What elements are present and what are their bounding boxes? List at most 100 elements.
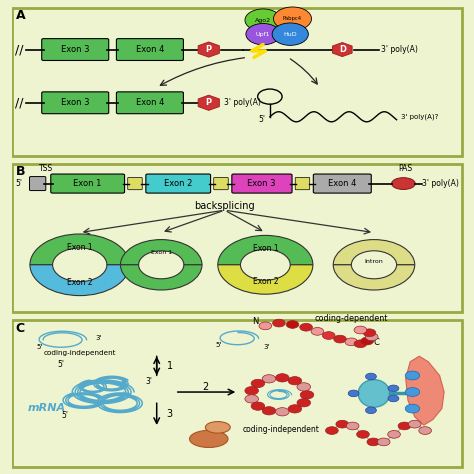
Circle shape	[398, 422, 411, 430]
Circle shape	[354, 326, 367, 334]
Text: 3: 3	[167, 409, 173, 419]
FancyBboxPatch shape	[42, 39, 109, 61]
Text: coding-independent: coding-independent	[243, 425, 319, 434]
Text: 3': 3'	[146, 377, 152, 386]
Text: backsplicing: backsplicing	[194, 201, 255, 211]
Polygon shape	[406, 356, 444, 425]
FancyBboxPatch shape	[51, 174, 125, 193]
FancyBboxPatch shape	[29, 176, 46, 191]
Text: P: P	[206, 98, 212, 107]
Circle shape	[275, 374, 289, 382]
Text: 5': 5'	[216, 342, 222, 347]
Circle shape	[297, 383, 310, 391]
Circle shape	[251, 402, 264, 410]
Text: Pabpc4: Pabpc4	[283, 16, 302, 21]
Wedge shape	[30, 234, 129, 265]
Text: PAS: PAS	[399, 164, 413, 173]
Text: 5': 5'	[16, 179, 22, 188]
Text: 2: 2	[202, 382, 208, 392]
Circle shape	[286, 320, 299, 328]
Circle shape	[245, 395, 258, 403]
Text: 3': 3'	[263, 344, 269, 350]
Circle shape	[334, 335, 346, 343]
Text: A: A	[16, 9, 25, 22]
Text: 5': 5'	[37, 344, 43, 350]
Ellipse shape	[392, 178, 415, 190]
Text: P: P	[206, 45, 212, 54]
Circle shape	[405, 371, 419, 380]
FancyBboxPatch shape	[128, 177, 142, 190]
Circle shape	[300, 391, 314, 399]
Text: Exon 4: Exon 4	[136, 45, 164, 54]
FancyBboxPatch shape	[117, 92, 183, 114]
Circle shape	[297, 399, 310, 407]
Text: C: C	[16, 322, 25, 335]
Text: 1: 1	[167, 361, 173, 371]
Text: 5': 5'	[57, 360, 64, 369]
Circle shape	[348, 390, 359, 397]
Text: mRNA: mRNA	[27, 403, 66, 413]
Circle shape	[365, 333, 378, 341]
Circle shape	[246, 24, 280, 45]
Circle shape	[259, 322, 272, 330]
Circle shape	[288, 405, 301, 413]
Text: Exon 4: Exon 4	[328, 179, 356, 188]
Circle shape	[273, 319, 285, 327]
Wedge shape	[30, 265, 129, 296]
Text: Exon 2: Exon 2	[164, 179, 192, 188]
FancyBboxPatch shape	[117, 39, 183, 61]
Circle shape	[262, 407, 276, 415]
Text: coding-independent: coding-independent	[44, 350, 116, 356]
Circle shape	[272, 23, 309, 46]
FancyBboxPatch shape	[214, 177, 228, 190]
Text: //: //	[16, 96, 24, 109]
Text: Exon 1: Exon 1	[73, 179, 101, 188]
FancyBboxPatch shape	[42, 92, 109, 114]
Ellipse shape	[358, 380, 390, 407]
Wedge shape	[333, 239, 415, 265]
Text: Exon 3: Exon 3	[61, 98, 90, 107]
Text: B: B	[16, 165, 25, 178]
Circle shape	[336, 420, 348, 428]
Wedge shape	[218, 265, 313, 294]
Circle shape	[245, 387, 258, 395]
Circle shape	[361, 337, 374, 345]
Text: Exon 1: Exon 1	[67, 244, 92, 253]
Text: Intron: Intron	[365, 259, 383, 264]
Text: Exon 3: Exon 3	[61, 45, 90, 54]
Wedge shape	[333, 265, 415, 290]
Text: Exon 2: Exon 2	[253, 277, 278, 286]
Circle shape	[363, 329, 376, 337]
Circle shape	[365, 407, 376, 414]
Text: Exon 1: Exon 1	[253, 244, 278, 253]
Text: 3' poly(A): 3' poly(A)	[224, 98, 261, 107]
Circle shape	[388, 395, 399, 402]
Circle shape	[288, 376, 301, 385]
Circle shape	[377, 438, 390, 446]
Circle shape	[367, 438, 380, 446]
Circle shape	[354, 340, 367, 347]
Text: D: D	[339, 45, 346, 54]
Circle shape	[346, 422, 359, 430]
Text: 5': 5'	[62, 411, 69, 420]
Text: Ago2: Ago2	[255, 18, 271, 23]
Circle shape	[251, 379, 264, 388]
Text: C: C	[374, 338, 380, 347]
Circle shape	[322, 332, 335, 339]
Circle shape	[405, 388, 419, 396]
Circle shape	[262, 374, 276, 383]
Circle shape	[345, 338, 358, 346]
Circle shape	[311, 328, 324, 335]
Circle shape	[273, 7, 311, 30]
Circle shape	[388, 430, 401, 438]
Text: 5': 5'	[258, 115, 265, 124]
Circle shape	[326, 427, 338, 434]
Text: 3': 3'	[96, 335, 102, 341]
FancyBboxPatch shape	[146, 174, 210, 193]
Wedge shape	[120, 265, 202, 290]
Ellipse shape	[205, 421, 230, 433]
Circle shape	[245, 9, 281, 31]
Ellipse shape	[190, 430, 228, 447]
Text: Upf1: Upf1	[256, 32, 270, 36]
Text: 3' poly(A): 3' poly(A)	[381, 45, 418, 54]
